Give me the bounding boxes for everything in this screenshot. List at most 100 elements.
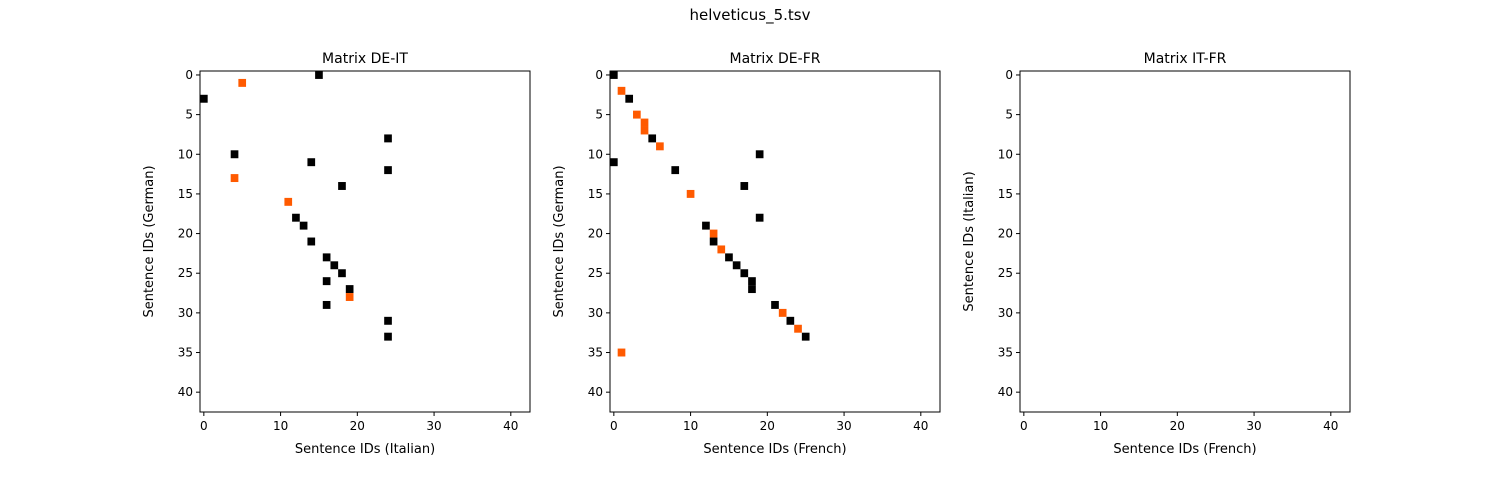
plot-area (1020, 71, 1350, 412)
y-tick-label: 40 (998, 385, 1013, 399)
data-cell-orange (656, 142, 664, 151)
data-cell-black (322, 300, 331, 309)
x-tick-label: 10 (273, 419, 288, 433)
data-cell-black (384, 332, 392, 341)
data-cell-black (384, 134, 392, 143)
y-tick-label: 25 (998, 266, 1013, 280)
data-cell-black (200, 94, 208, 103)
y-tick-label: 15 (998, 187, 1013, 201)
data-cell-black (732, 261, 741, 270)
data-cell-orange (717, 245, 726, 254)
data-cell-black (330, 261, 339, 270)
x-tick-label: 30 (426, 419, 441, 433)
chart-title: Matrix DE-FR (730, 51, 821, 67)
data-cell-black (725, 253, 733, 262)
y-tick-label: 25 (178, 266, 193, 280)
x-axis-label: Sentence IDs (French) (1113, 442, 1256, 457)
data-cell-black (322, 253, 331, 262)
data-cell-black (771, 300, 779, 309)
data-cell-black (740, 182, 749, 190)
data-cell-black (801, 332, 810, 341)
data-cell-black (671, 166, 680, 175)
data-cell-orange (617, 348, 626, 357)
y-tick-label: 40 (178, 385, 193, 399)
x-tick-label: 0 (610, 419, 618, 433)
data-cell-black (748, 277, 756, 286)
plot-area (200, 71, 530, 412)
data-cell-black (338, 182, 346, 190)
figure-title: helveticus_5.tsv (689, 6, 811, 24)
data-cell-orange (284, 197, 293, 206)
data-cell-black (384, 166, 392, 175)
y-tick-label: 0 (185, 68, 193, 82)
data-cell-orange (230, 174, 239, 183)
x-tick-label: 40 (503, 419, 518, 433)
data-cell-orange (778, 308, 787, 317)
data-cell-black (384, 316, 392, 325)
plot-frame (609, 70, 941, 413)
data-cell-black (755, 150, 764, 159)
y-tick-label: 25 (588, 266, 603, 280)
data-cell-orange (238, 78, 247, 87)
data-cell-orange (709, 229, 718, 238)
data-cell-orange (640, 126, 649, 135)
data-cell-black (786, 316, 795, 325)
plot-area (610, 71, 940, 412)
y-tick-label: 35 (998, 346, 1013, 360)
data-cell-black (338, 269, 346, 278)
x-tick-label: 0 (1020, 419, 1028, 433)
y-tick-label: 20 (998, 227, 1013, 241)
x-tick-label: 40 (1323, 419, 1338, 433)
y-axis-label: Sentence IDs (Italian) (962, 171, 977, 311)
y-axis-label: Sentence IDs (German) (552, 165, 567, 317)
y-tick-label: 30 (998, 306, 1013, 320)
x-tick-label: 10 (683, 419, 698, 433)
data-cell-black (610, 71, 618, 79)
data-cell-black (299, 221, 308, 230)
y-tick-label: 35 (178, 346, 193, 360)
data-cell-black (755, 213, 764, 222)
data-cell-black (292, 213, 300, 222)
y-tick-label: 5 (1005, 108, 1013, 122)
y-tick-label: 35 (588, 346, 603, 360)
data-cell-black (702, 221, 710, 230)
data-cell-orange (794, 324, 802, 333)
data-cell-orange (617, 86, 626, 95)
y-tick-label: 10 (178, 147, 193, 161)
data-cell-black (648, 134, 657, 143)
data-cell-orange (686, 189, 695, 198)
y-tick-label: 20 (178, 227, 193, 241)
y-tick-label: 10 (998, 147, 1013, 161)
data-cell-black (307, 158, 316, 167)
y-tick-label: 30 (178, 306, 193, 320)
x-tick-label: 30 (836, 419, 851, 433)
chart-title: Matrix DE-IT (322, 51, 408, 67)
data-cell-black (610, 158, 618, 167)
x-axis-label: Sentence IDs (French) (703, 442, 846, 457)
x-tick-label: 0 (200, 419, 208, 433)
y-tick-label: 10 (588, 147, 603, 161)
data-cell-black (709, 237, 718, 246)
y-tick-label: 40 (588, 385, 603, 399)
x-tick-label: 20 (760, 419, 775, 433)
x-tick-label: 10 (1093, 419, 1108, 433)
data-cell-black (345, 285, 354, 294)
data-cell-orange (633, 110, 641, 119)
data-cell-orange (345, 293, 354, 301)
x-tick-label: 30 (1246, 419, 1261, 433)
data-cell-black (315, 71, 323, 79)
data-cell-black (230, 150, 239, 159)
data-cell-black (625, 94, 634, 103)
chart-matrix-it-fr: Matrix IT-FR 0 10 20 30 40 0 5 10 15 20 25 30 35 40 Sen… (962, 51, 1351, 457)
chart-matrix-de-fr: Matrix DE-FR 0 10 20 30 40 0 5 10 15 20 25 30 35 40 Sen… (552, 51, 941, 457)
plot-frame (199, 70, 531, 413)
plot-frame (1019, 70, 1351, 413)
y-axis-label: Sentence IDs (German) (142, 165, 157, 317)
x-tick-label: 20 (350, 419, 365, 433)
y-tick-label: 20 (588, 227, 603, 241)
chart-title: Matrix IT-FR (1144, 51, 1227, 67)
data-cell-black (748, 285, 756, 294)
x-axis-label: Sentence IDs (Italian) (295, 442, 435, 457)
y-tick-label: 0 (595, 68, 603, 82)
x-tick-label: 20 (1170, 419, 1185, 433)
